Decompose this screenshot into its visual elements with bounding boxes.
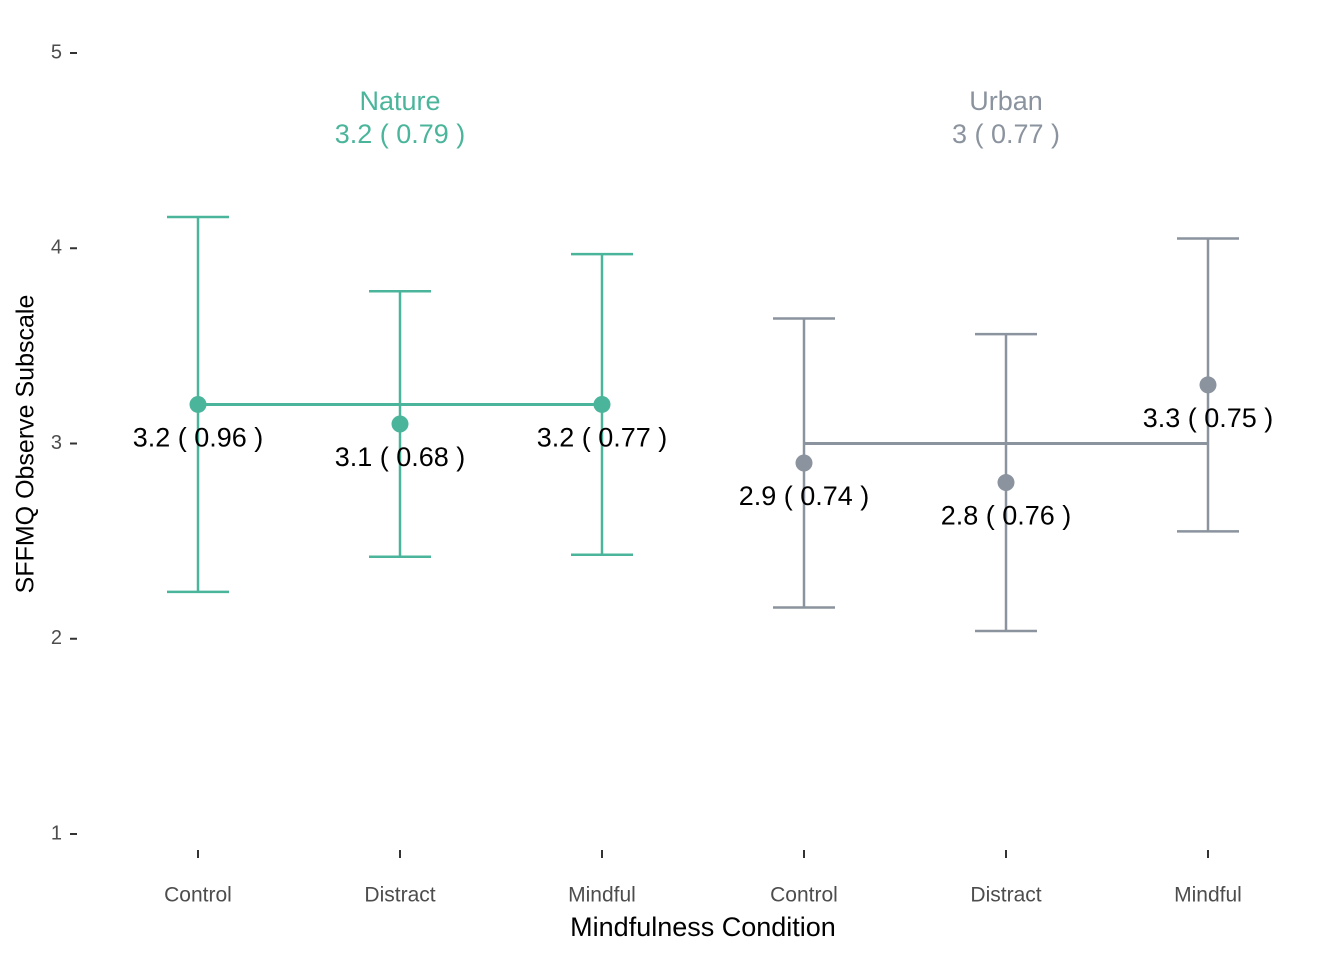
point	[1199, 376, 1217, 394]
panel-mean-label: 3.2 ( 0.79 )	[335, 119, 466, 149]
value-label: 2.8 ( 0.76 )	[941, 501, 1072, 531]
point	[997, 474, 1015, 492]
y-tick-label: 5	[51, 41, 62, 63]
point	[391, 415, 409, 433]
point	[189, 395, 207, 413]
y-tick-label: 2	[51, 627, 62, 649]
y-axis-title: SFFMQ Observe Subscale	[12, 295, 40, 594]
value-label: 3.3 ( 0.75 )	[1143, 403, 1274, 433]
panel-title: Nature	[359, 86, 440, 116]
y-tick-label: 4	[51, 237, 62, 259]
x-tick-label: Distract	[364, 884, 435, 907]
x-axis-title: Mindfulness Condition	[570, 912, 836, 942]
panel-mean-label: 3 ( 0.77 )	[952, 119, 1060, 149]
x-tick-label: Control	[770, 884, 838, 907]
value-label: 3.2 ( 0.77 )	[537, 423, 668, 453]
x-tick-label: Distract	[970, 884, 1041, 907]
y-tick-label: 1	[51, 822, 62, 844]
x-tick-label: Mindful	[1174, 884, 1242, 907]
point	[795, 454, 813, 472]
panel-title: Urban	[969, 86, 1043, 116]
value-label: 3.2 ( 0.96 )	[133, 423, 264, 453]
y-tick-label: 3	[51, 432, 62, 454]
x-tick-label: Control	[164, 884, 232, 907]
value-label: 2.9 ( 0.74 )	[739, 481, 870, 511]
value-label: 3.1 ( 0.68 )	[335, 442, 466, 472]
x-tick-label: Mindful	[568, 884, 636, 907]
point	[593, 395, 611, 413]
